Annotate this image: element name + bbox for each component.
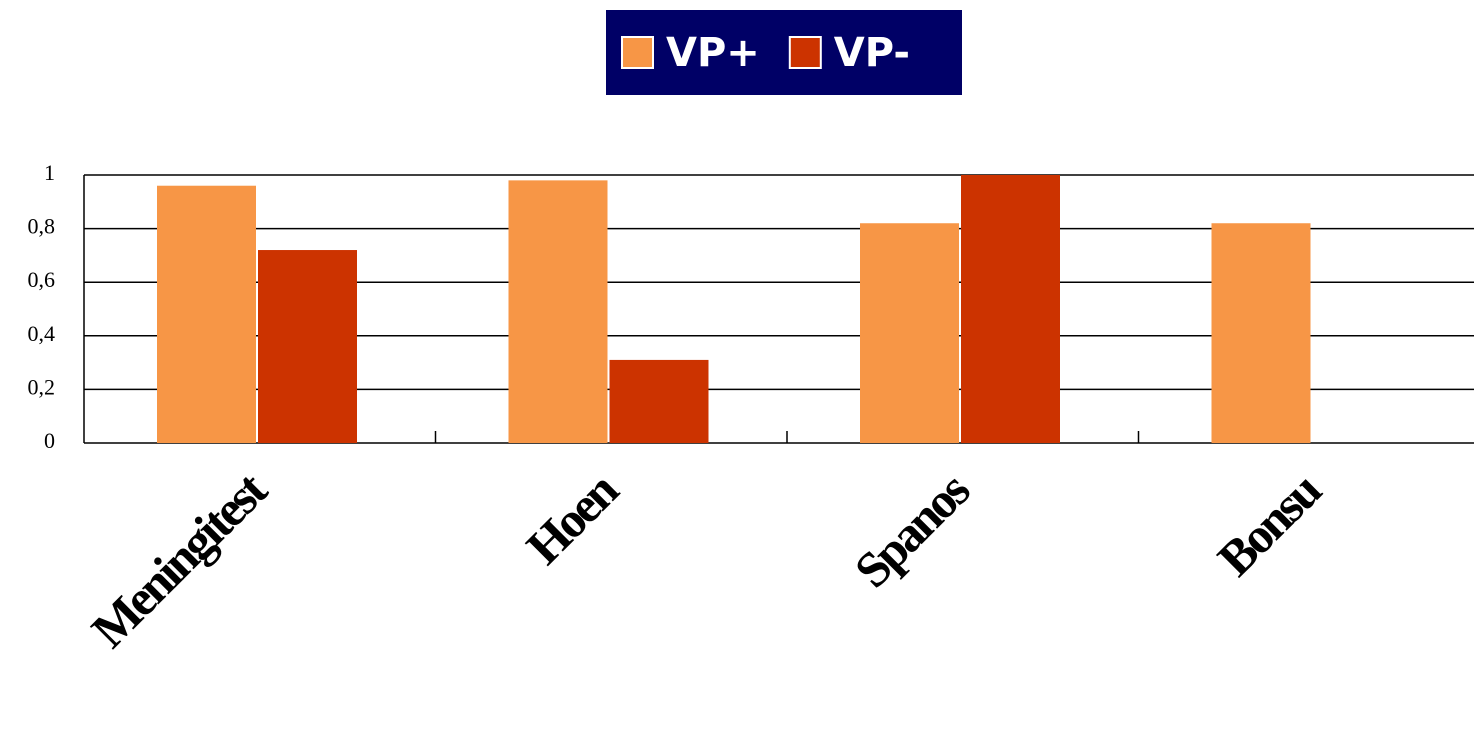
legend-label: VP-: [834, 30, 910, 76]
x-tick-label: Bonsu: [1207, 462, 1332, 587]
legend-label: VP+: [666, 30, 760, 76]
y-tick-label: 0: [44, 428, 55, 453]
y-tick-label: 0,6: [28, 267, 56, 292]
bar: [508, 180, 608, 444]
y-tick-label: 0,4: [28, 321, 56, 346]
legend-swatch: [788, 36, 822, 69]
bar: [258, 250, 357, 443]
bar: [157, 185, 256, 443]
legend-box: [606, 10, 962, 95]
y-tick-label: 1: [44, 160, 55, 185]
bar: [609, 359, 709, 443]
legend-swatch: [621, 36, 654, 69]
bar: [1211, 223, 1311, 443]
bar: [860, 223, 959, 443]
x-tick-label: Meningitest: [81, 461, 278, 658]
y-tick-label: 0,2: [28, 374, 56, 399]
x-tick-label: Spanos: [844, 461, 981, 598]
bar: [961, 175, 1060, 443]
y-tick-label: 0,8: [28, 214, 56, 239]
x-tick-label: Hoen: [515, 461, 629, 575]
